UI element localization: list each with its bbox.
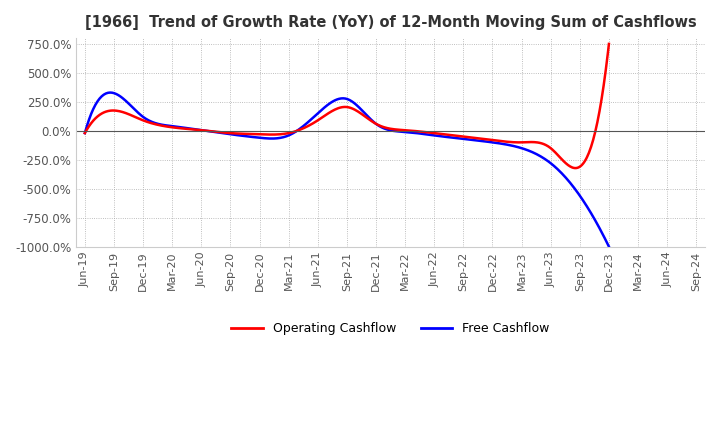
Title: [1966]  Trend of Growth Rate (YoY) of 12-Month Moving Sum of Cashflows: [1966] Trend of Growth Rate (YoY) of 12-… bbox=[85, 15, 696, 30]
Legend: Operating Cashflow, Free Cashflow: Operating Cashflow, Free Cashflow bbox=[226, 318, 554, 341]
